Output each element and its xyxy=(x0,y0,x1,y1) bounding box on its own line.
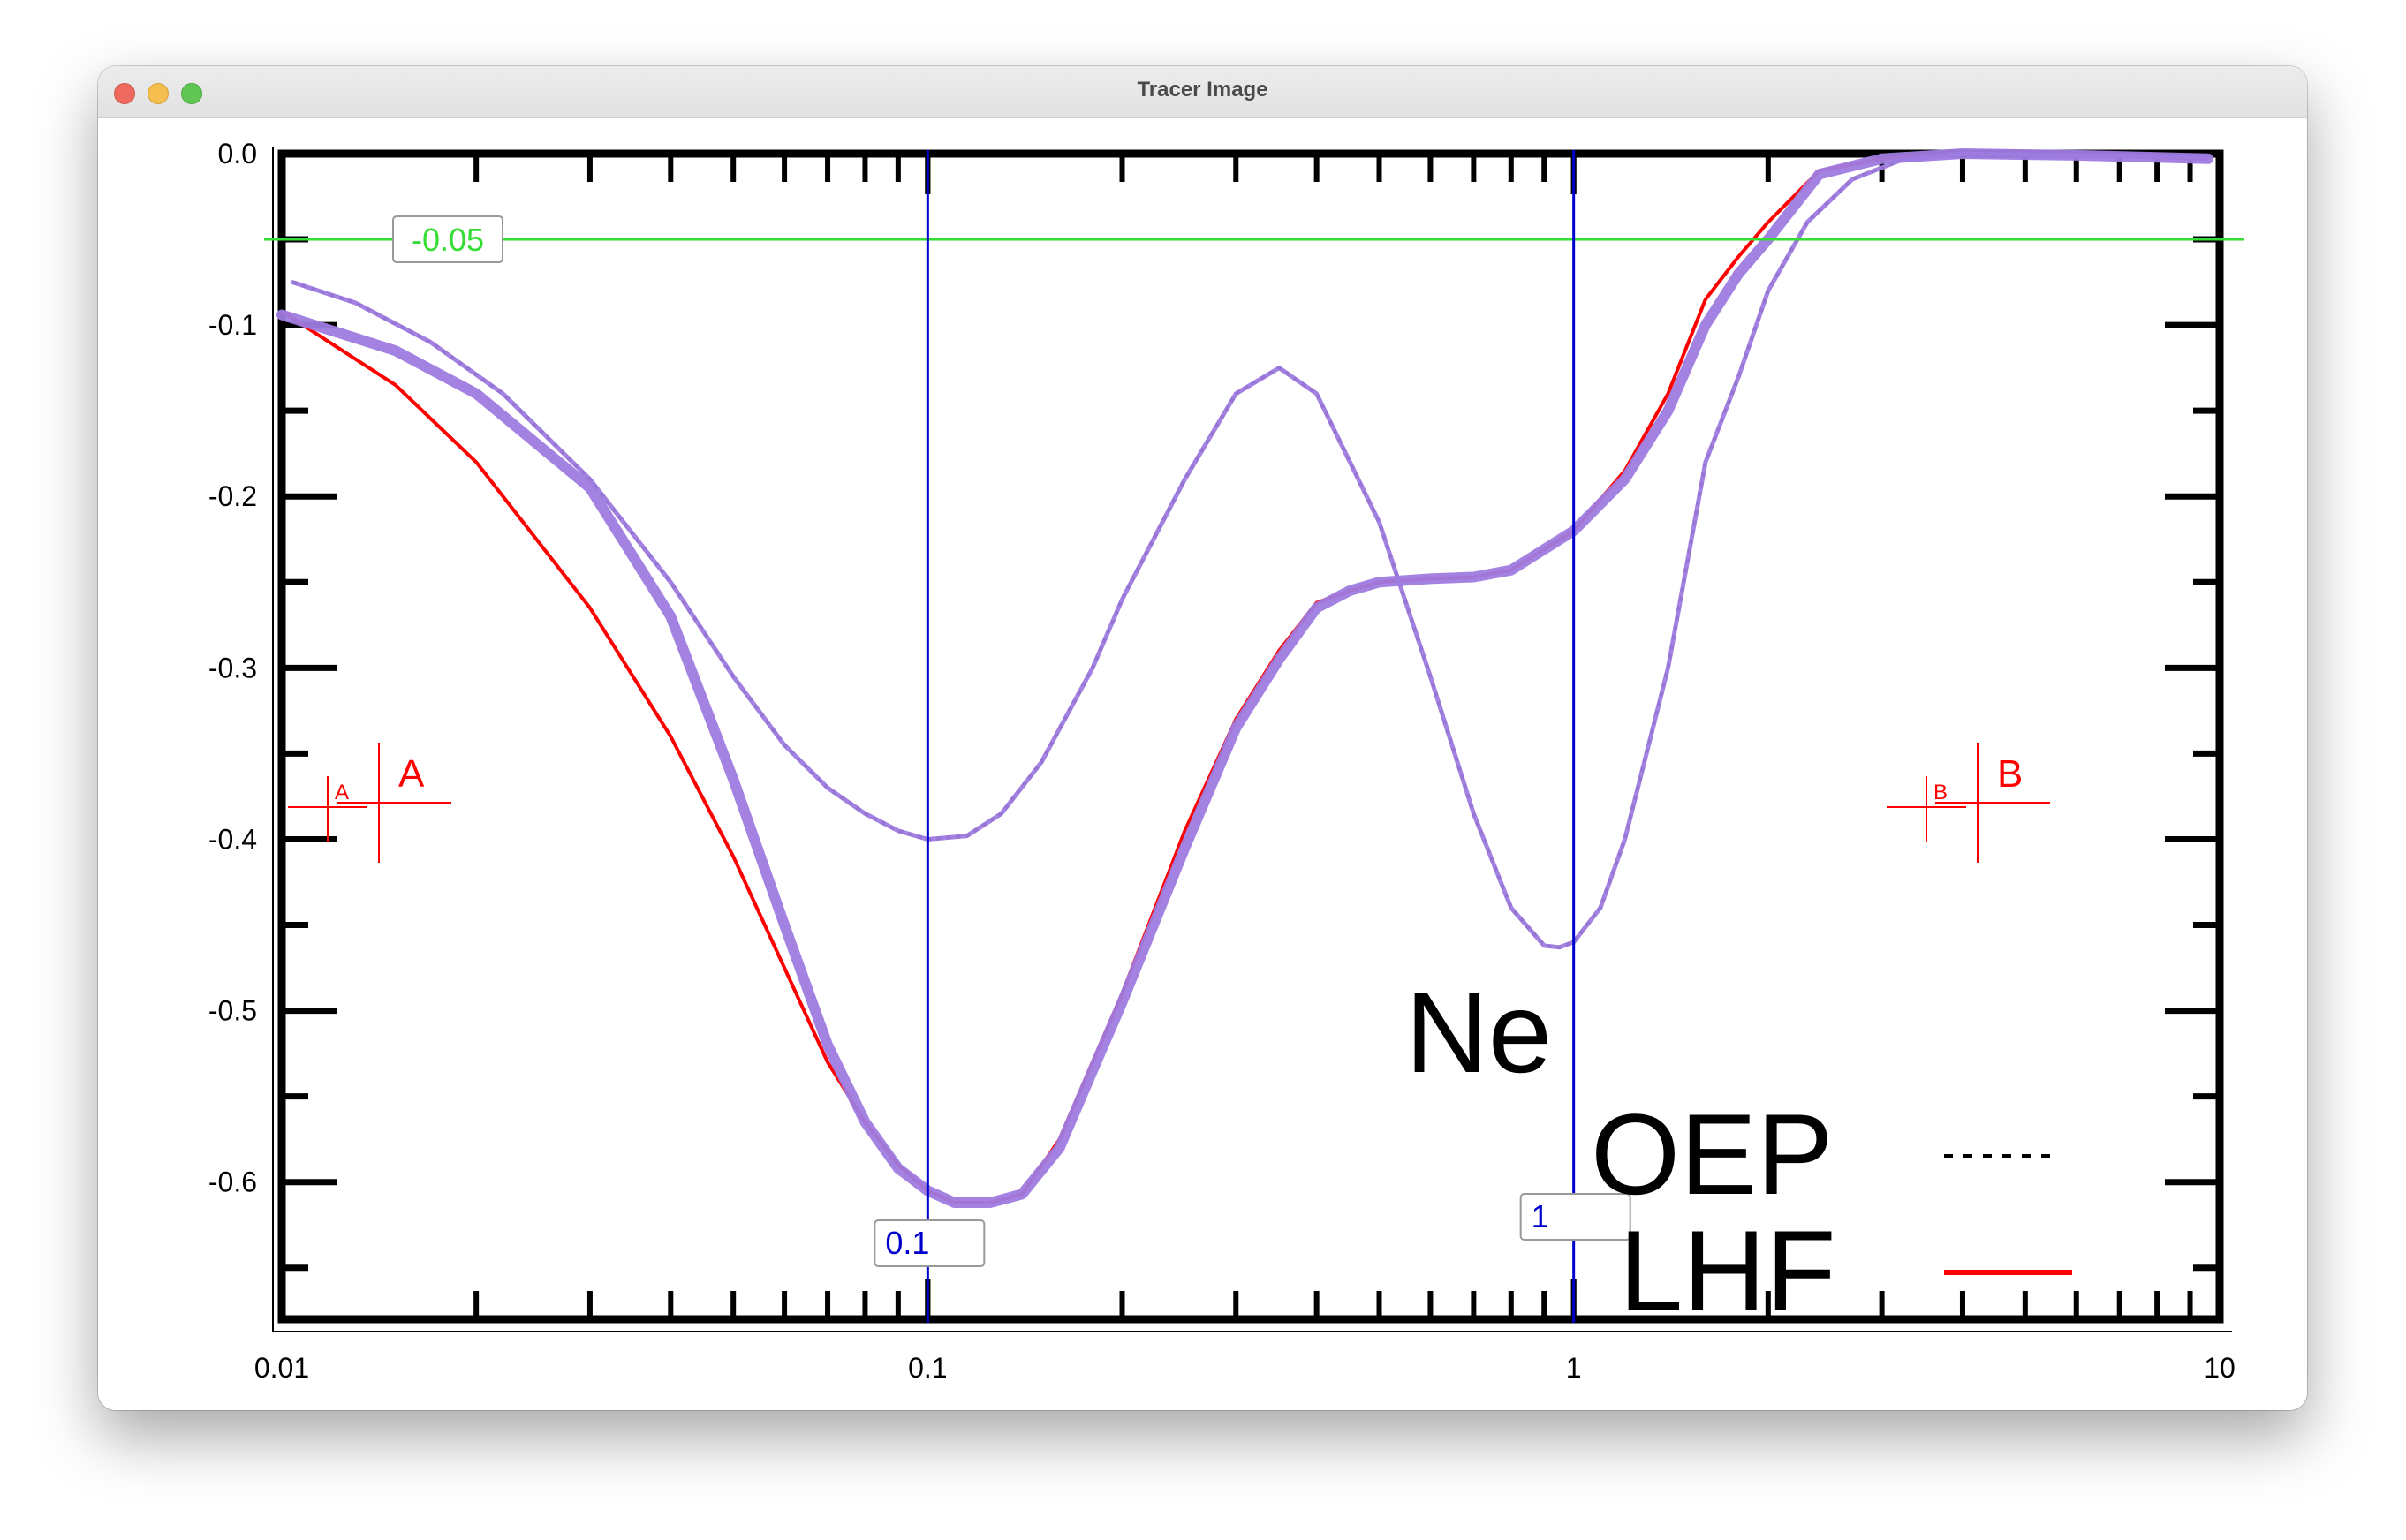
data-series xyxy=(280,152,2209,1204)
tracer-traces[interactable] xyxy=(276,148,2213,1208)
legend-label-lhf: LHF xyxy=(1619,1206,1836,1335)
window-title: Tracer Image xyxy=(1137,78,1268,102)
x-tick-label: 0.01 xyxy=(254,1352,309,1384)
axis-tick-labels: 0.01 0.1 1 10 0.0 -0.1 -0.2 -0.3 -0.4 -0.5 -0.6 xyxy=(208,138,2236,1384)
trace-oep[interactable] xyxy=(291,151,2211,950)
legend-label-oep: OEP xyxy=(1591,1090,1834,1219)
y-tick-label: -0.4 xyxy=(208,823,257,855)
x-tick-label: 0.1 xyxy=(908,1352,947,1384)
close-button[interactable] xyxy=(114,83,135,104)
image-canvas[interactable]: -0.05 0.1 1 0.01 0.1 1 10 0.0 -0.1 -0.2 -0.3 -0.4-… xyxy=(98,118,2307,1410)
zoom-button[interactable] xyxy=(181,83,202,104)
vertical-reference-label[interactable]: 1 xyxy=(1532,1198,1549,1234)
plot-border xyxy=(277,149,2224,1324)
minimize-button[interactable] xyxy=(148,83,169,104)
marker-small-label: A xyxy=(335,781,349,804)
vertical-reference-label-box[interactable] xyxy=(1519,1193,1631,1241)
series-oep-line xyxy=(291,152,2209,949)
axis-ticks xyxy=(279,150,2222,1319)
horizontal-reference-label[interactable]: -0.05 xyxy=(412,222,484,258)
y-tick-label: -0.3 xyxy=(208,652,257,683)
plot-annotation: Ne xyxy=(1405,968,1552,1097)
y-tick-label: -0.6 xyxy=(208,1166,257,1198)
y-tick-label: -0.1 xyxy=(208,309,257,341)
marker-small-label: B xyxy=(1933,781,1948,804)
series-lhf-line xyxy=(280,152,2209,1204)
trace-lhf[interactable] xyxy=(276,148,2213,1208)
y-tick-label: -0.2 xyxy=(208,480,257,512)
horizontal-reference-label-box[interactable] xyxy=(392,215,503,264)
traced-chart[interactable]: -0.050.11 0.01 0.1 1 100.0-0.1-0.2-0.3-0.4-… xyxy=(98,118,2307,1410)
vertical-reference-label[interactable]: 0.1 xyxy=(885,1225,929,1261)
vertical-reference-label-box[interactable] xyxy=(874,1219,986,1267)
x-tick-label: 1 xyxy=(1566,1352,1582,1384)
y-tick-label: 0.0 xyxy=(218,138,257,170)
marker-label: A xyxy=(398,752,425,796)
x-tick-label: 10 xyxy=(2204,1352,2236,1384)
title-bar: Tracer Image xyxy=(98,66,2307,118)
marker-label: B xyxy=(1997,752,2023,796)
tracer-window: Tracer Image -0.05 0.1 1 0.01 0.1 1 10 0.0 -0.1… xyxy=(98,66,2307,1410)
plot-frame xyxy=(272,147,2232,1332)
y-tick-label: -0.5 xyxy=(208,995,257,1027)
reference-lines[interactable]: -0.05 0.1 1 xyxy=(264,150,2244,1323)
